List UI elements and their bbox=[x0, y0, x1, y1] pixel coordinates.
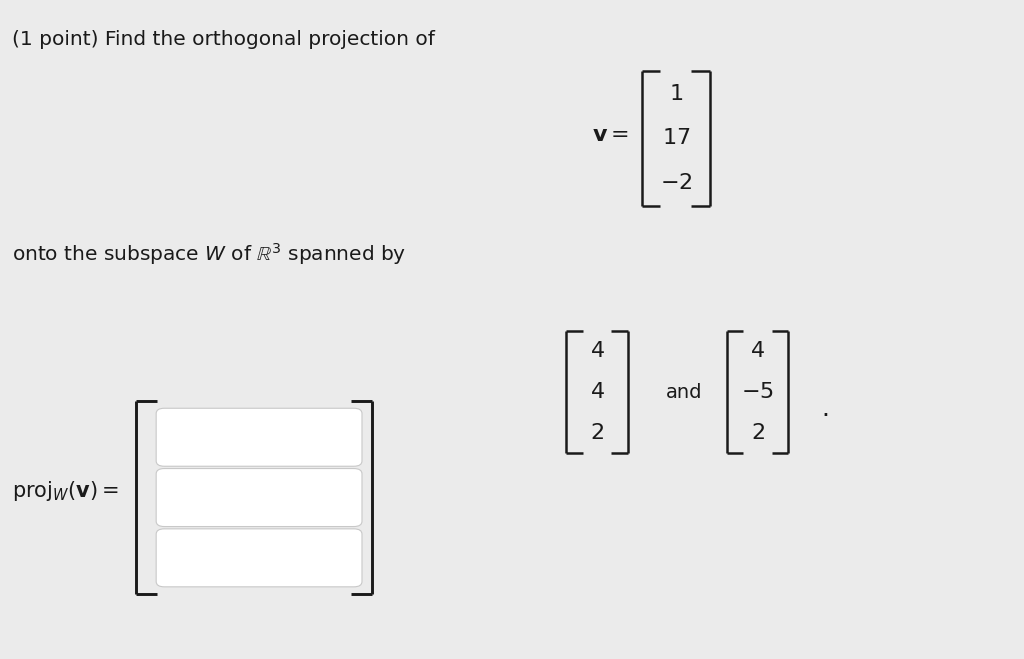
Text: (1 point) Find the orthogonal projection of: (1 point) Find the orthogonal projection… bbox=[12, 30, 435, 49]
Text: $1$: $1$ bbox=[669, 84, 683, 103]
Text: $2$: $2$ bbox=[751, 423, 765, 443]
Text: and: and bbox=[666, 383, 702, 401]
Text: $4$: $4$ bbox=[590, 341, 604, 361]
FancyBboxPatch shape bbox=[156, 409, 362, 467]
Text: $-5$: $-5$ bbox=[741, 382, 774, 402]
FancyBboxPatch shape bbox=[156, 529, 362, 587]
FancyBboxPatch shape bbox=[156, 469, 362, 527]
Text: onto the subspace $W$ of $\mathbb{R}^3$ spanned by: onto the subspace $W$ of $\mathbb{R}^3$ … bbox=[12, 241, 407, 267]
Text: $2$: $2$ bbox=[590, 423, 604, 443]
Text: $4$: $4$ bbox=[751, 341, 765, 361]
Text: $\mathbf{v} =$: $\mathbf{v} =$ bbox=[592, 125, 629, 145]
Text: $\mathrm{proj}_W(\mathbf{v}) =$: $\mathrm{proj}_W(\mathbf{v}) =$ bbox=[12, 479, 119, 503]
Text: $-2$: $-2$ bbox=[659, 173, 692, 193]
Text: .: . bbox=[821, 397, 829, 420]
Text: $4$: $4$ bbox=[590, 382, 604, 402]
Text: $17$: $17$ bbox=[662, 129, 690, 148]
